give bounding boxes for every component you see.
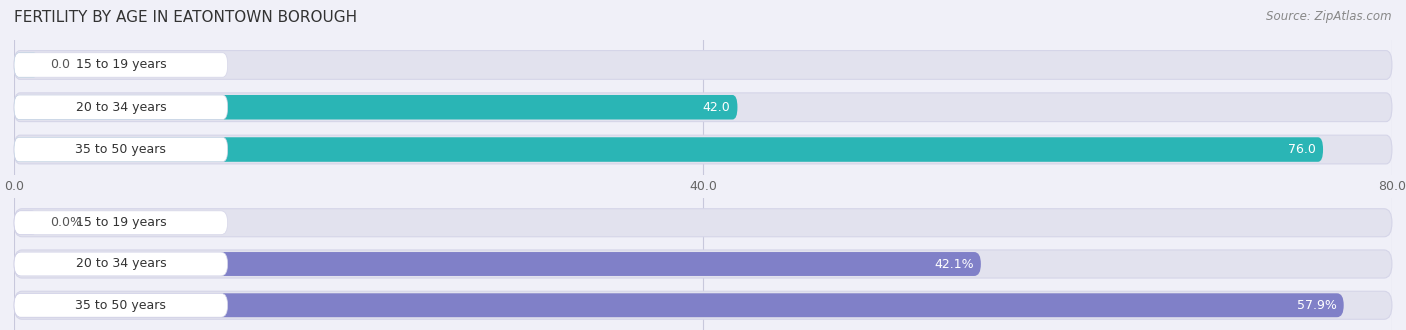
FancyBboxPatch shape <box>14 293 1344 317</box>
FancyBboxPatch shape <box>14 252 228 276</box>
FancyBboxPatch shape <box>14 209 1392 237</box>
FancyBboxPatch shape <box>14 291 1392 319</box>
Text: 20 to 34 years: 20 to 34 years <box>76 257 166 271</box>
Text: 76.0: 76.0 <box>1288 143 1316 156</box>
Text: 42.1%: 42.1% <box>935 257 974 271</box>
FancyBboxPatch shape <box>14 50 1392 79</box>
Text: 42.0: 42.0 <box>703 101 731 114</box>
FancyBboxPatch shape <box>14 293 228 317</box>
FancyBboxPatch shape <box>14 95 738 119</box>
FancyBboxPatch shape <box>14 252 981 276</box>
Text: 20 to 34 years: 20 to 34 years <box>76 101 166 114</box>
Text: Source: ZipAtlas.com: Source: ZipAtlas.com <box>1267 10 1392 23</box>
Text: FERTILITY BY AGE IN EATONTOWN BOROUGH: FERTILITY BY AGE IN EATONTOWN BOROUGH <box>14 10 357 25</box>
FancyBboxPatch shape <box>14 211 228 235</box>
FancyBboxPatch shape <box>14 53 228 77</box>
Text: 57.9%: 57.9% <box>1296 299 1337 312</box>
Text: 15 to 19 years: 15 to 19 years <box>76 58 166 72</box>
Text: 0.0%: 0.0% <box>49 216 82 229</box>
FancyBboxPatch shape <box>14 137 228 162</box>
FancyBboxPatch shape <box>14 135 1392 164</box>
Text: 35 to 50 years: 35 to 50 years <box>76 143 166 156</box>
FancyBboxPatch shape <box>14 53 39 77</box>
FancyBboxPatch shape <box>14 93 1392 122</box>
FancyBboxPatch shape <box>14 211 39 235</box>
FancyBboxPatch shape <box>14 250 1392 278</box>
Text: 35 to 50 years: 35 to 50 years <box>76 299 166 312</box>
Text: 15 to 19 years: 15 to 19 years <box>76 216 166 229</box>
Text: 0.0: 0.0 <box>49 58 70 72</box>
FancyBboxPatch shape <box>14 137 1323 162</box>
FancyBboxPatch shape <box>14 95 228 119</box>
